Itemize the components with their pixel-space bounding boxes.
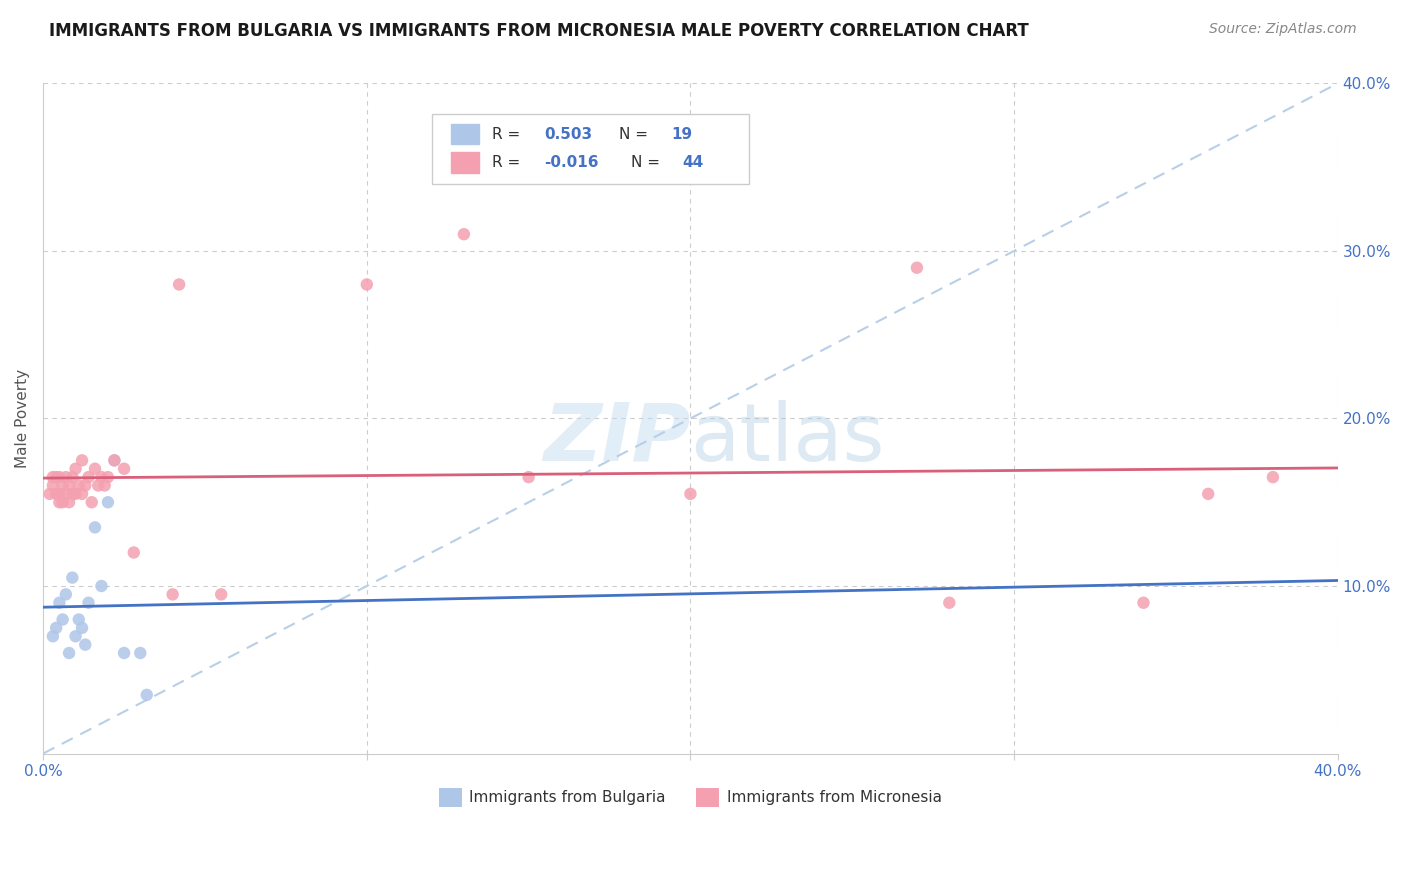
Point xyxy=(905,260,928,275)
Point xyxy=(75,478,97,492)
Point xyxy=(42,629,65,643)
Text: 19: 19 xyxy=(671,127,692,142)
Point xyxy=(938,596,960,610)
Point xyxy=(38,487,60,501)
Point xyxy=(75,638,97,652)
Text: N =: N = xyxy=(619,127,648,142)
Point xyxy=(517,470,540,484)
Point xyxy=(65,461,87,475)
FancyBboxPatch shape xyxy=(432,113,748,184)
Point xyxy=(70,487,93,501)
Point xyxy=(60,470,83,484)
Point xyxy=(84,520,107,534)
Point xyxy=(93,478,115,492)
Point xyxy=(45,470,67,484)
Text: R =: R = xyxy=(492,155,520,170)
Point xyxy=(70,453,93,467)
Point xyxy=(84,461,107,475)
Point xyxy=(58,478,80,492)
Point xyxy=(65,629,87,643)
Text: -0.016: -0.016 xyxy=(544,155,599,170)
Point xyxy=(67,613,90,627)
Point xyxy=(122,545,145,559)
Point xyxy=(58,646,80,660)
Legend: Immigrants from Bulgaria, Immigrants from Micronesia: Immigrants from Bulgaria, Immigrants fro… xyxy=(433,782,948,813)
Point xyxy=(453,227,475,242)
FancyBboxPatch shape xyxy=(451,153,479,172)
Point xyxy=(90,579,112,593)
Point xyxy=(65,487,87,501)
Point xyxy=(77,470,100,484)
Text: N =: N = xyxy=(631,155,659,170)
Text: 0.503: 0.503 xyxy=(544,127,592,142)
Point xyxy=(77,596,100,610)
Point xyxy=(67,478,90,492)
Point xyxy=(55,487,77,501)
Point xyxy=(103,453,125,467)
Point xyxy=(48,596,70,610)
Point xyxy=(112,461,135,475)
Point xyxy=(129,646,152,660)
Point xyxy=(112,646,135,660)
Point xyxy=(135,688,157,702)
Text: IMMIGRANTS FROM BULGARIA VS IMMIGRANTS FROM MICRONESIA MALE POVERTY CORRELATION : IMMIGRANTS FROM BULGARIA VS IMMIGRANTS F… xyxy=(49,22,1029,40)
Point xyxy=(1132,596,1154,610)
Text: ZIP: ZIP xyxy=(543,400,690,477)
Point xyxy=(162,587,184,601)
Point xyxy=(48,470,70,484)
Point xyxy=(42,470,65,484)
Point xyxy=(55,470,77,484)
Text: Source: ZipAtlas.com: Source: ZipAtlas.com xyxy=(1209,22,1357,37)
Point xyxy=(70,621,93,635)
Text: atlas: atlas xyxy=(690,400,884,477)
Point xyxy=(209,587,232,601)
Y-axis label: Male Poverty: Male Poverty xyxy=(15,369,30,468)
Point xyxy=(42,478,65,492)
Text: R =: R = xyxy=(492,127,520,142)
Text: 44: 44 xyxy=(683,155,704,170)
Point xyxy=(58,495,80,509)
Point xyxy=(1197,487,1219,501)
Point xyxy=(97,470,120,484)
Point xyxy=(48,487,70,501)
Point xyxy=(87,478,110,492)
Point xyxy=(80,495,103,509)
Point xyxy=(48,495,70,509)
Point xyxy=(60,487,83,501)
Point xyxy=(1261,470,1284,484)
Point xyxy=(103,453,125,467)
Point xyxy=(90,470,112,484)
Point xyxy=(55,587,77,601)
Point xyxy=(167,277,190,292)
Point xyxy=(45,621,67,635)
Point xyxy=(52,478,75,492)
Point xyxy=(679,487,702,501)
Point xyxy=(97,495,120,509)
Point xyxy=(60,571,83,585)
FancyBboxPatch shape xyxy=(451,124,479,145)
Point xyxy=(52,613,75,627)
Point xyxy=(356,277,378,292)
Point xyxy=(45,487,67,501)
Point xyxy=(52,495,75,509)
